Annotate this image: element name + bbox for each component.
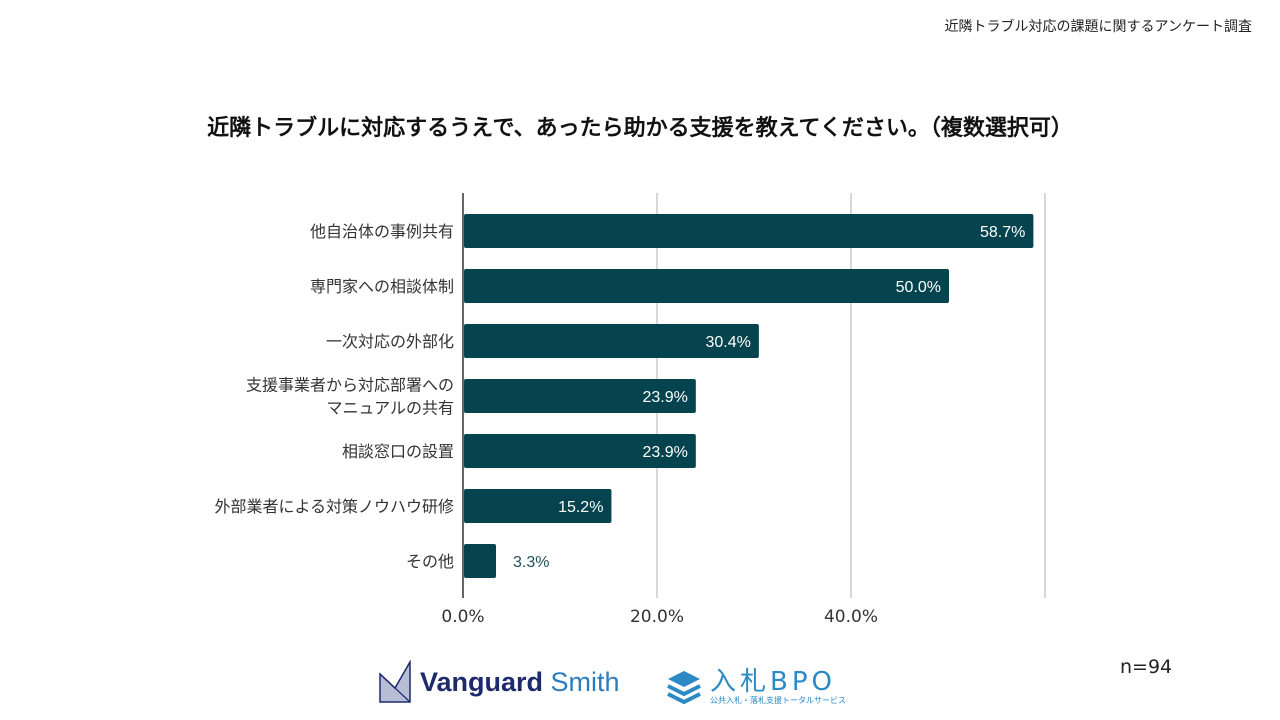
category-label: 専門家への相談体制: [310, 277, 454, 296]
category-label: 他自治体の事例共有: [310, 222, 454, 241]
stack-layers-icon: [667, 671, 701, 705]
bar: [464, 379, 696, 413]
category-label: 一次対応の外部化: [326, 332, 454, 351]
logo-bpo-subtext: 公共入札・落札支援トータルサービス: [710, 696, 846, 705]
data-label: 15.2%: [558, 499, 603, 516]
data-label: 23.9%: [642, 444, 687, 461]
bar: [464, 269, 949, 303]
data-label: 50.0%: [896, 279, 941, 296]
vanguard-smith-logo: Vanguard Smith: [378, 660, 620, 704]
category-label: 支援事業者から対応部署への: [246, 376, 454, 395]
logo-vanguard-text: Vanguard: [420, 666, 544, 697]
survey-title: 近隣トラブル対応の課題に関するアンケート調査: [944, 19, 1252, 35]
data-label: 23.9%: [642, 389, 687, 406]
data-label: 3.3%: [513, 554, 549, 571]
logo-bpo-text: 入札BPO: [710, 667, 836, 697]
x-tick-label: 40.0%: [824, 607, 878, 627]
bar: [464, 324, 759, 358]
x-tick-label: 0.0%: [441, 607, 484, 627]
vanguard-logo-icon: [379, 660, 411, 703]
bar: [464, 489, 612, 523]
bar: [464, 544, 497, 578]
data-label: 30.4%: [706, 334, 751, 351]
x-tick-label: 20.0%: [630, 607, 684, 627]
category-label: マニュアルの共有: [326, 399, 454, 418]
bar: [464, 434, 696, 468]
category-label: 外部業者による対策ノウハウ研修: [214, 497, 454, 516]
data-label: 58.7%: [980, 224, 1025, 241]
logo-smith-text: Smith: [550, 666, 620, 697]
chart-title: 近隣トラブルに対応するうえで、あったら助かる支援を教えてください。（複数選択可）: [207, 116, 1073, 141]
category-label: 相談窓口の設置: [342, 442, 454, 461]
category-label: その他: [406, 552, 454, 571]
nyusatsu-bpo-logo: 入札BPO 公共入札・落札支援トータルサービス: [666, 668, 846, 706]
sample-size: n=94: [1120, 656, 1173, 678]
bar: [464, 214, 1034, 248]
